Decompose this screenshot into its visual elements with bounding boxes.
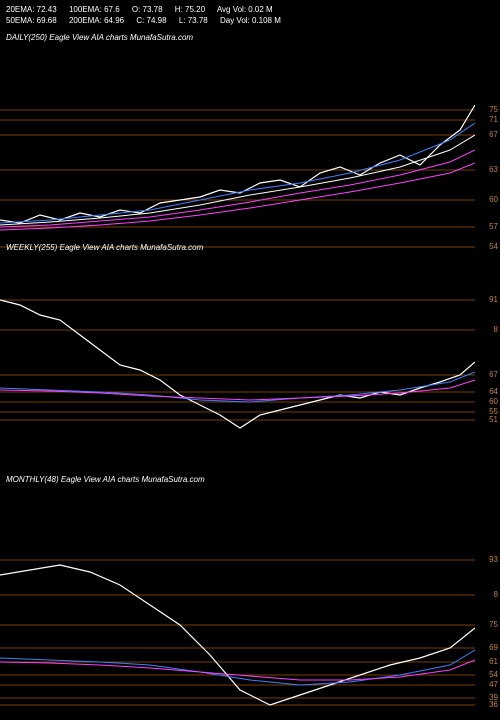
- daily-ylabel: 75: [489, 105, 498, 114]
- avgvol-stat: Avg Vol: 0.02 M: [217, 5, 273, 14]
- monthly-price-line: [0, 565, 475, 705]
- chart-container: { "stats": { "ema20": "20EMA: 72.43", "e…: [0, 0, 500, 720]
- weekly-ylabel: 8: [494, 325, 498, 334]
- weekly-ylabel: 64: [489, 387, 498, 396]
- daily-ema20-line: [0, 123, 475, 223]
- monthly-ylabel: 47: [489, 680, 498, 689]
- ema200-stat: 200EMA: 64.96: [69, 16, 124, 25]
- daily-ylabel: 54: [489, 242, 498, 251]
- monthly-ylabel: 61: [489, 657, 498, 666]
- daily-ema50-line: [0, 135, 475, 225]
- weekly-price-line: [0, 300, 475, 428]
- monthly-ylabel: 36: [489, 700, 498, 709]
- monthly-chart: MONTHLY(48) Eagle View AIA charts Munafa…: [0, 480, 475, 710]
- monthly-ylabel: 93: [489, 555, 498, 564]
- weekly-ylabel: 51: [489, 415, 498, 424]
- open-stat: O: 73.78: [132, 5, 163, 14]
- weekly-ylabel: 91: [489, 295, 498, 304]
- daily-ylabel: 63: [489, 165, 498, 174]
- weekly-ylabel: 60: [489, 397, 498, 406]
- monthly-ylabel: 54: [489, 670, 498, 679]
- weekly-ylabel: 67: [489, 370, 498, 379]
- daily-chart: DAILY(250) Eagle View AIA charts MunafaS…: [0, 35, 475, 260]
- weekly-svg: [0, 240, 475, 450]
- weekly-ema20-line: [0, 372, 475, 402]
- daily-ylabel: 57: [489, 222, 498, 231]
- dayvol-stat: Day Vol: 0.108 M: [220, 16, 281, 25]
- high-stat: H: 75.20: [175, 5, 205, 14]
- monthly-ylabel: 75: [489, 620, 498, 629]
- daily-svg: [0, 35, 475, 260]
- monthly-svg: [0, 480, 475, 710]
- weekly-chart: WEEKLY(255) Eagle View AIA charts Munafa…: [0, 240, 475, 450]
- daily-price-line: [0, 105, 475, 223]
- daily-ylabel: 71: [489, 115, 498, 124]
- ema50-stat: 50EMA: 69.68: [6, 16, 57, 25]
- ema20-stat: 20EMA: 72.43: [6, 5, 57, 14]
- daily-ylabel: 67: [489, 130, 498, 139]
- ema100-stat: 100EMA: 67.6: [69, 5, 120, 14]
- low-stat: L: 73.78: [179, 16, 208, 25]
- monthly-ema20-line: [0, 650, 475, 685]
- close-stat: C: 74.98: [136, 16, 166, 25]
- stats-bar: 20EMA: 72.43 100EMA: 67.6 O: 73.78 H: 75…: [6, 4, 291, 26]
- monthly-ylabel: 8: [494, 590, 498, 599]
- monthly-ema100-line: [0, 660, 475, 680]
- monthly-ylabel: 69: [489, 643, 498, 652]
- weekly-ema100-line: [0, 380, 475, 400]
- daily-ylabel: 60: [489, 195, 498, 204]
